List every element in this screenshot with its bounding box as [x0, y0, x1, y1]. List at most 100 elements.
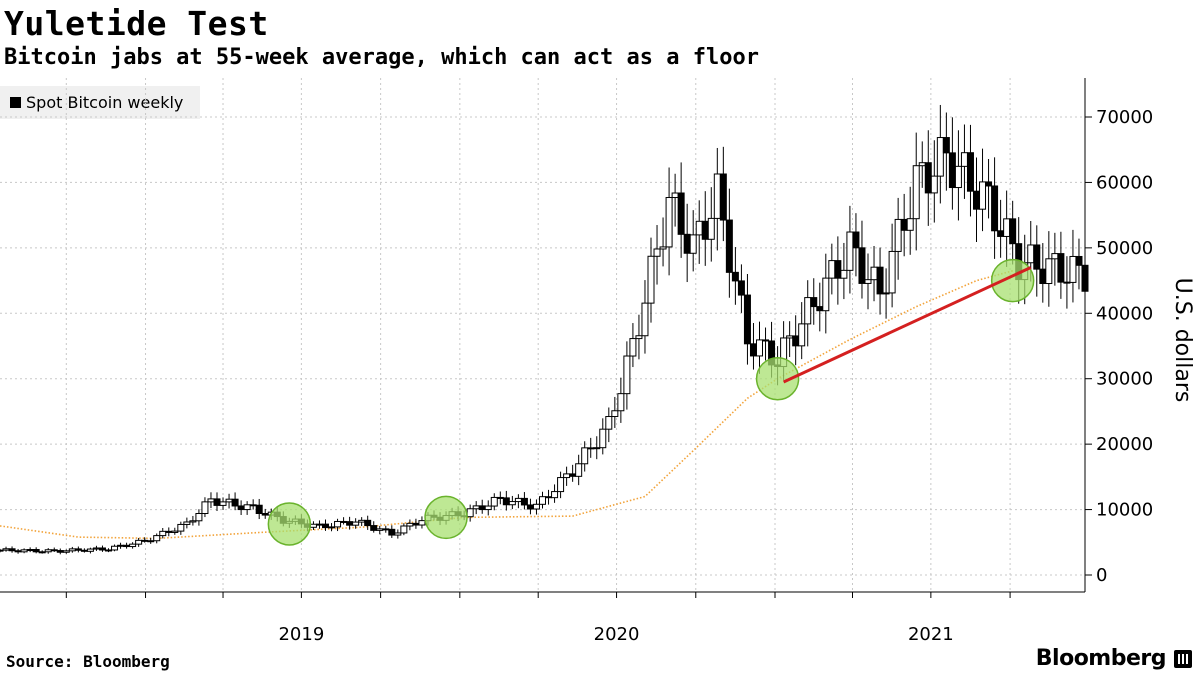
candle-down	[924, 162, 932, 194]
candle-down	[587, 447, 595, 450]
candle-up	[575, 463, 583, 477]
candle-down	[249, 504, 257, 507]
candle-down	[364, 519, 372, 527]
candle-up	[0, 549, 4, 552]
candle-up	[1027, 244, 1035, 264]
chart-title: Yuletide Test	[4, 4, 269, 43]
y-tick-label: 10000	[1096, 500, 1153, 521]
candle-down	[496, 496, 504, 499]
candle-up	[484, 505, 492, 511]
axis-layer: 0 10000 20000 30000 40000 50000 60000 70000 2019…	[0, 78, 1195, 645]
highlight-circle	[755, 356, 800, 401]
candle-up	[352, 521, 360, 526]
candle-up	[713, 173, 721, 219]
candle-up	[635, 335, 643, 340]
candle-up	[68, 548, 76, 552]
candle-up	[177, 523, 185, 532]
candle-up	[406, 522, 414, 527]
candle-up	[665, 197, 673, 248]
candle-up	[309, 523, 317, 528]
candle-down	[852, 231, 860, 249]
candle-down	[545, 496, 553, 499]
trend-layer	[782, 266, 1032, 384]
candle-up	[86, 548, 94, 552]
legend-label: Spot Bitcoin weekly	[26, 93, 184, 112]
candle-down	[942, 137, 950, 154]
candle-down	[231, 498, 239, 507]
y-tick-label: 30000	[1096, 369, 1153, 390]
y-tick-label: 70000	[1096, 107, 1153, 128]
candle-down	[261, 513, 269, 516]
candle-up	[358, 519, 366, 523]
highlight-circle	[424, 495, 468, 540]
candle-up	[557, 477, 565, 493]
candle-up	[315, 523, 323, 526]
candle-up	[26, 549, 34, 552]
chart-subtitle: Bitcoin jabs at 55-week average, which c…	[4, 45, 759, 70]
candle-down	[255, 504, 263, 515]
candle-up	[219, 501, 227, 506]
grid-layer	[0, 78, 1085, 592]
candle-down	[569, 473, 577, 477]
candle-up	[514, 497, 522, 503]
candle-up	[870, 266, 878, 281]
candle-up	[159, 530, 167, 537]
y-tick-label: 50000	[1096, 238, 1153, 259]
x-tick-label: 2020	[594, 624, 640, 645]
candle-up	[918, 162, 926, 167]
candle-down	[876, 266, 884, 295]
y-tick-label: 60000	[1096, 172, 1153, 193]
candle-down	[725, 219, 733, 273]
candle-down	[141, 539, 149, 542]
candle-up	[798, 323, 806, 347]
candle-up	[846, 231, 854, 271]
candle-up	[38, 551, 46, 554]
candle-up	[111, 545, 119, 551]
candle-up	[207, 498, 215, 503]
candle-down	[719, 173, 727, 221]
candle-down	[948, 152, 956, 189]
candle-down	[731, 271, 739, 282]
candle-up	[2, 548, 10, 551]
candle-up	[930, 175, 938, 194]
candle-up	[671, 192, 679, 199]
candle-down	[834, 260, 842, 279]
candle-down	[985, 181, 993, 187]
candle-down	[701, 220, 709, 240]
candle-down	[997, 230, 1005, 237]
candle-down	[340, 520, 348, 523]
candle-down	[810, 297, 818, 308]
candle-down	[973, 190, 980, 210]
candle-down	[98, 547, 106, 551]
candle-up	[189, 520, 197, 523]
candle-down	[56, 550, 64, 553]
candle-down	[123, 544, 131, 548]
candle-layer	[0, 104, 1089, 555]
candle-down	[14, 550, 22, 553]
candle-down	[213, 498, 221, 506]
candle-down	[478, 505, 486, 511]
candle-up	[44, 549, 52, 553]
candle-up	[62, 550, 70, 553]
candle-up	[599, 428, 607, 449]
candle-up	[804, 297, 812, 325]
candle-up	[617, 393, 625, 412]
candle-up	[659, 246, 667, 250]
candle-down	[1039, 268, 1047, 285]
candle-down	[50, 549, 58, 552]
candle-up	[129, 543, 137, 548]
candle-up	[105, 549, 112, 552]
candle-up	[864, 279, 872, 284]
candle-up	[334, 520, 342, 528]
candle-down	[762, 339, 770, 342]
candle-down	[743, 294, 751, 345]
candle-up	[532, 503, 540, 510]
candle-down	[1009, 218, 1017, 245]
candle-up	[954, 165, 962, 189]
candle-up	[695, 220, 703, 236]
candle-up	[581, 447, 589, 465]
candle-up	[20, 549, 28, 553]
y-tick-label: 0	[1096, 565, 1107, 586]
candle-down	[1075, 255, 1083, 266]
